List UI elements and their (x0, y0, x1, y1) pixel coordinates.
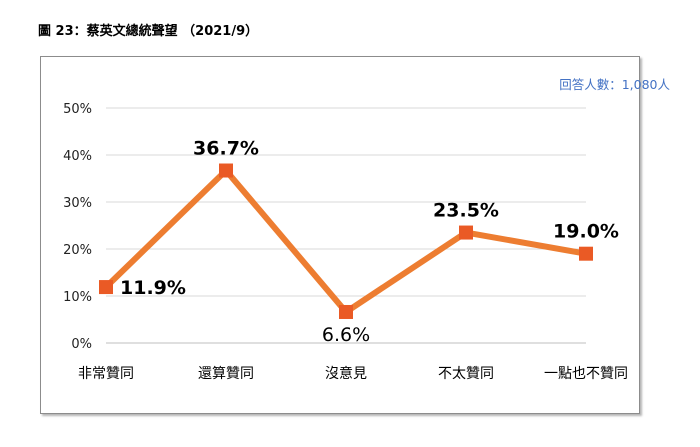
data-point-marker (219, 163, 233, 178)
y-tick-label: 0% (71, 337, 92, 352)
y-tick-label: 10% (63, 290, 92, 305)
y-tick-label: 40% (63, 149, 92, 164)
x-tick-label: 非常贊同 (78, 366, 134, 382)
respondents-note: 回答人數：1,080人 (559, 77, 670, 92)
data-label: 19.0% (553, 221, 619, 243)
y-tick-label: 20% (63, 243, 92, 258)
y-tick-label: 30% (63, 196, 92, 211)
data-label: 6.6% (322, 324, 370, 346)
x-tick-label: 不太贊同 (438, 366, 494, 382)
chart-frame (40, 56, 640, 414)
data-point-marker (99, 280, 113, 295)
x-tick-label: 沒意見 (325, 365, 367, 382)
data-point-marker (339, 304, 353, 319)
x-tick-label: 還算贊同 (198, 366, 254, 382)
data-point-marker (459, 225, 473, 240)
x-tick-label: 一點也不贊同 (544, 366, 628, 382)
data-point-marker (579, 246, 593, 261)
data-label: 11.9% (120, 277, 186, 299)
data-label: 23.5% (433, 200, 499, 222)
data-label: 36.7% (193, 138, 259, 160)
y-tick-label: 50% (63, 102, 92, 117)
figure-title: 圖 23：蔡英文總統聲望 （2021/9） (38, 24, 259, 39)
